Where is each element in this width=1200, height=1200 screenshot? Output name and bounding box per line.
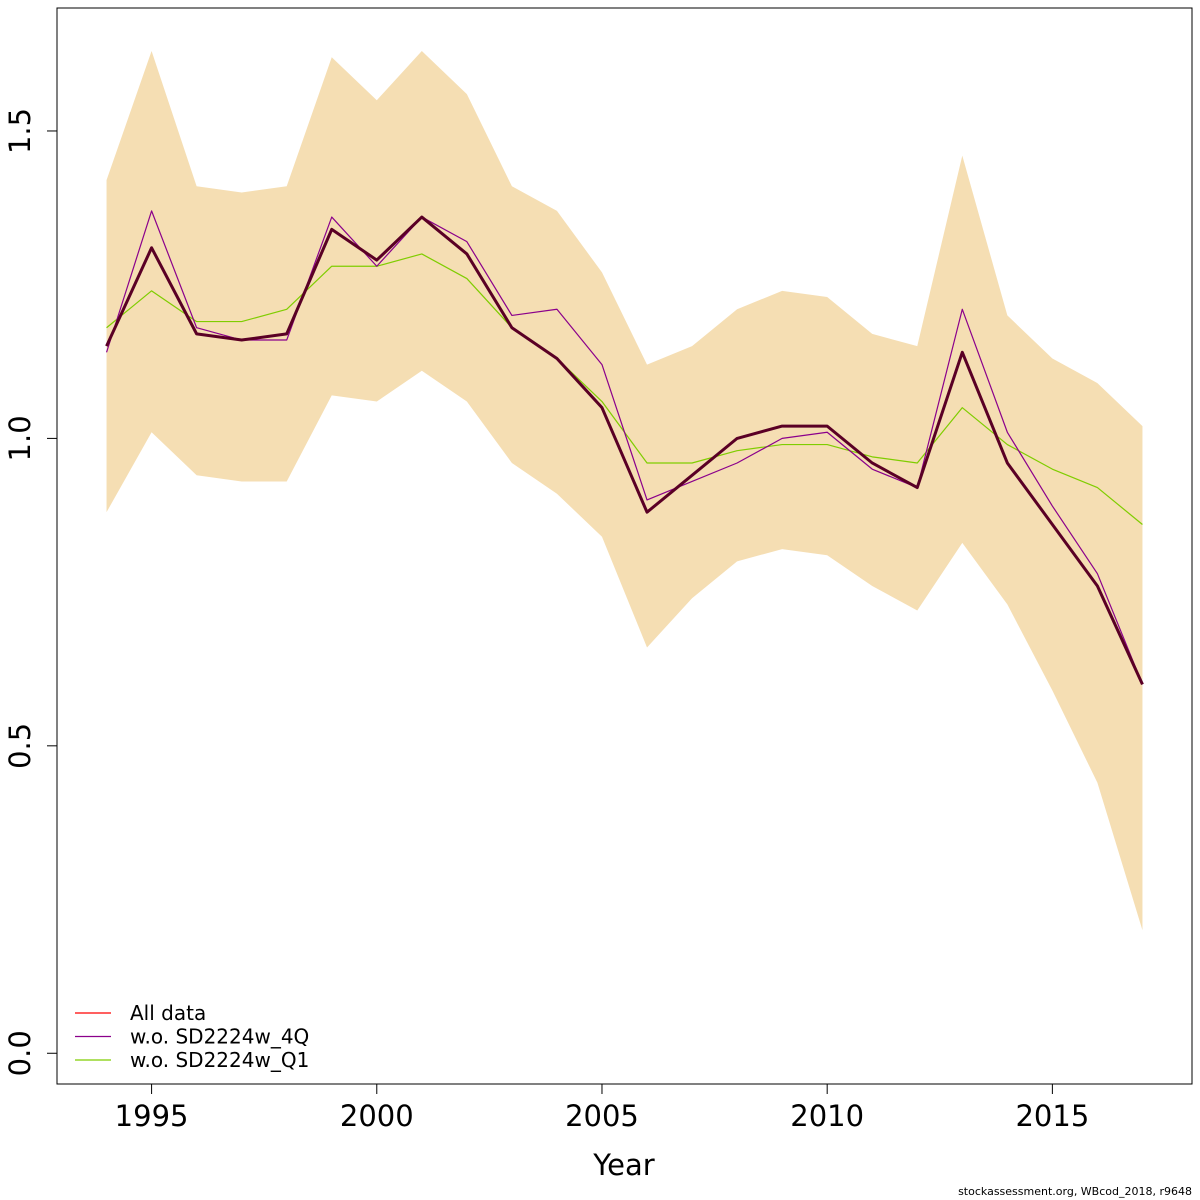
legend-label-0: All data [130,1001,206,1025]
y-tick-label: 1.0 [3,415,37,461]
footer-note: stockassessment.org, WBcod_2018, r9648 [958,1185,1192,1198]
x-axis: 1995 2000 2005 2010 2015 [115,1083,1089,1133]
x-tick-label: 2010 [790,1099,864,1133]
legend-label-1: w.o. SD2224w_4Q [130,1025,309,1049]
legend-label-2: w.o. SD2224w_Q1 [130,1048,309,1072]
series-layer [105,210,1144,685]
y-tick-label: 1.5 [3,108,37,154]
confidence-band-layer [106,51,1143,931]
y-tick-label: 0.5 [3,723,37,769]
x-tick-label: 1995 [115,1099,189,1133]
confidence-band [106,51,1143,931]
x-tick-label: 2000 [340,1099,414,1133]
y-tick-label: 0.0 [3,1030,37,1076]
series-line-1 [105,210,1144,685]
x-axis-title: Year [592,1148,654,1182]
series-line-0 [105,215,1144,685]
x-tick-label: 2005 [565,1099,639,1133]
y-axis: 0.0 0.5 1.0 1.5 [3,108,58,1076]
x-tick-label: 2015 [1015,1099,1089,1133]
